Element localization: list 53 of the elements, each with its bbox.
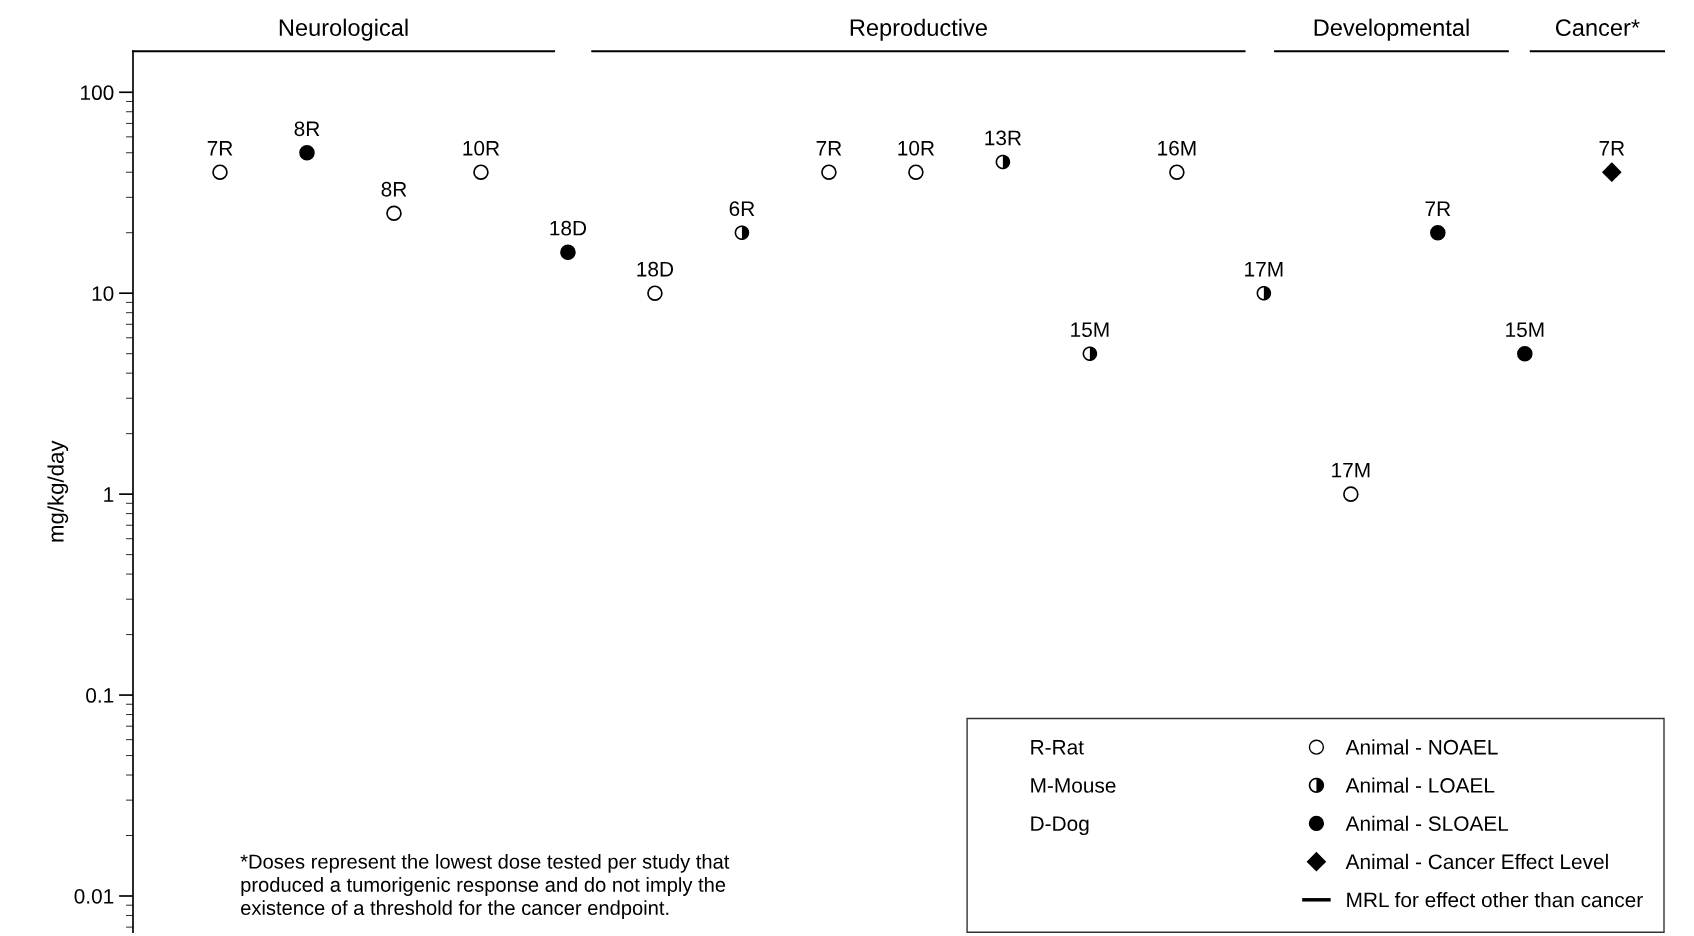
annotation: *Doses represent the lowest dose tested per study that produced a tumorigenic response and do not imply the existence of a threshold for the cancer endpoint. bbox=[240, 853, 730, 920]
y-axis-title: mg/kg/day bbox=[47, 440, 69, 542]
x-tick-label: 15M bbox=[1071, 322, 1109, 338]
point bbox=[1256, 285, 1272, 301]
legend-label: Animal - NOAEL bbox=[1345, 739, 1498, 755]
x-tick-label: 13R bbox=[985, 130, 1022, 146]
point bbox=[212, 164, 228, 181]
point bbox=[473, 164, 489, 181]
y-tick-label: 1 bbox=[104, 487, 114, 502]
point bbox=[1430, 224, 1446, 241]
point bbox=[647, 285, 663, 301]
point bbox=[560, 244, 576, 260]
x-tick-label: 15M bbox=[1506, 322, 1544, 338]
text: Reproductive bbox=[850, 18, 987, 41]
x-tick-label: 7R bbox=[816, 141, 842, 156]
point bbox=[1169, 164, 1185, 181]
x-tick-label: 10R bbox=[463, 140, 500, 156]
point bbox=[908, 164, 924, 181]
x-tick-label: 6R bbox=[729, 201, 755, 217]
x-tick-label: 8R bbox=[381, 181, 407, 197]
text: Developmental bbox=[1314, 18, 1469, 41]
x-tick-label: 17M bbox=[1332, 462, 1370, 478]
annotation: R-Rat bbox=[1031, 740, 1084, 755]
text: Cancer* bbox=[1555, 19, 1640, 37]
x-tick-label: 7R bbox=[1425, 201, 1451, 216]
x-tick-label: 17M bbox=[1245, 262, 1283, 277]
x-tick-label: 8R bbox=[294, 121, 320, 137]
legend-label: MRL for effect other than cancer bbox=[1347, 892, 1643, 908]
legend-label: Animal - LOAEL bbox=[1345, 777, 1495, 793]
x-tick-label: 18D bbox=[550, 220, 587, 236]
legend-label: Animal - Cancer Effect Level bbox=[1345, 853, 1608, 870]
y-tick-label: 10 bbox=[92, 286, 114, 301]
point bbox=[734, 225, 750, 240]
point bbox=[1082, 346, 1098, 361]
point bbox=[1602, 162, 1622, 182]
x-tick-label: 16M bbox=[1158, 140, 1196, 156]
point bbox=[1517, 345, 1533, 362]
point bbox=[821, 164, 837, 181]
point bbox=[386, 205, 402, 222]
y-tick-label: 100 bbox=[81, 85, 114, 101]
point bbox=[299, 144, 315, 161]
x-tick-label: 18D bbox=[637, 261, 674, 277]
annotation: M-Mouse bbox=[1031, 778, 1116, 793]
x-tick-label: 7R bbox=[207, 141, 233, 156]
point bbox=[1343, 486, 1359, 502]
x-tick-label: 10R bbox=[898, 140, 935, 156]
y-tick-label: 0.01 bbox=[74, 889, 114, 904]
text: Neurological bbox=[279, 18, 408, 41]
point bbox=[995, 154, 1011, 170]
legend-label: Animal - SLOAEL bbox=[1345, 815, 1509, 831]
x-tick-label: 7R bbox=[1599, 141, 1625, 156]
annotation: D-Dog bbox=[1031, 816, 1089, 836]
y-tick-label: 0.1 bbox=[86, 688, 114, 703]
